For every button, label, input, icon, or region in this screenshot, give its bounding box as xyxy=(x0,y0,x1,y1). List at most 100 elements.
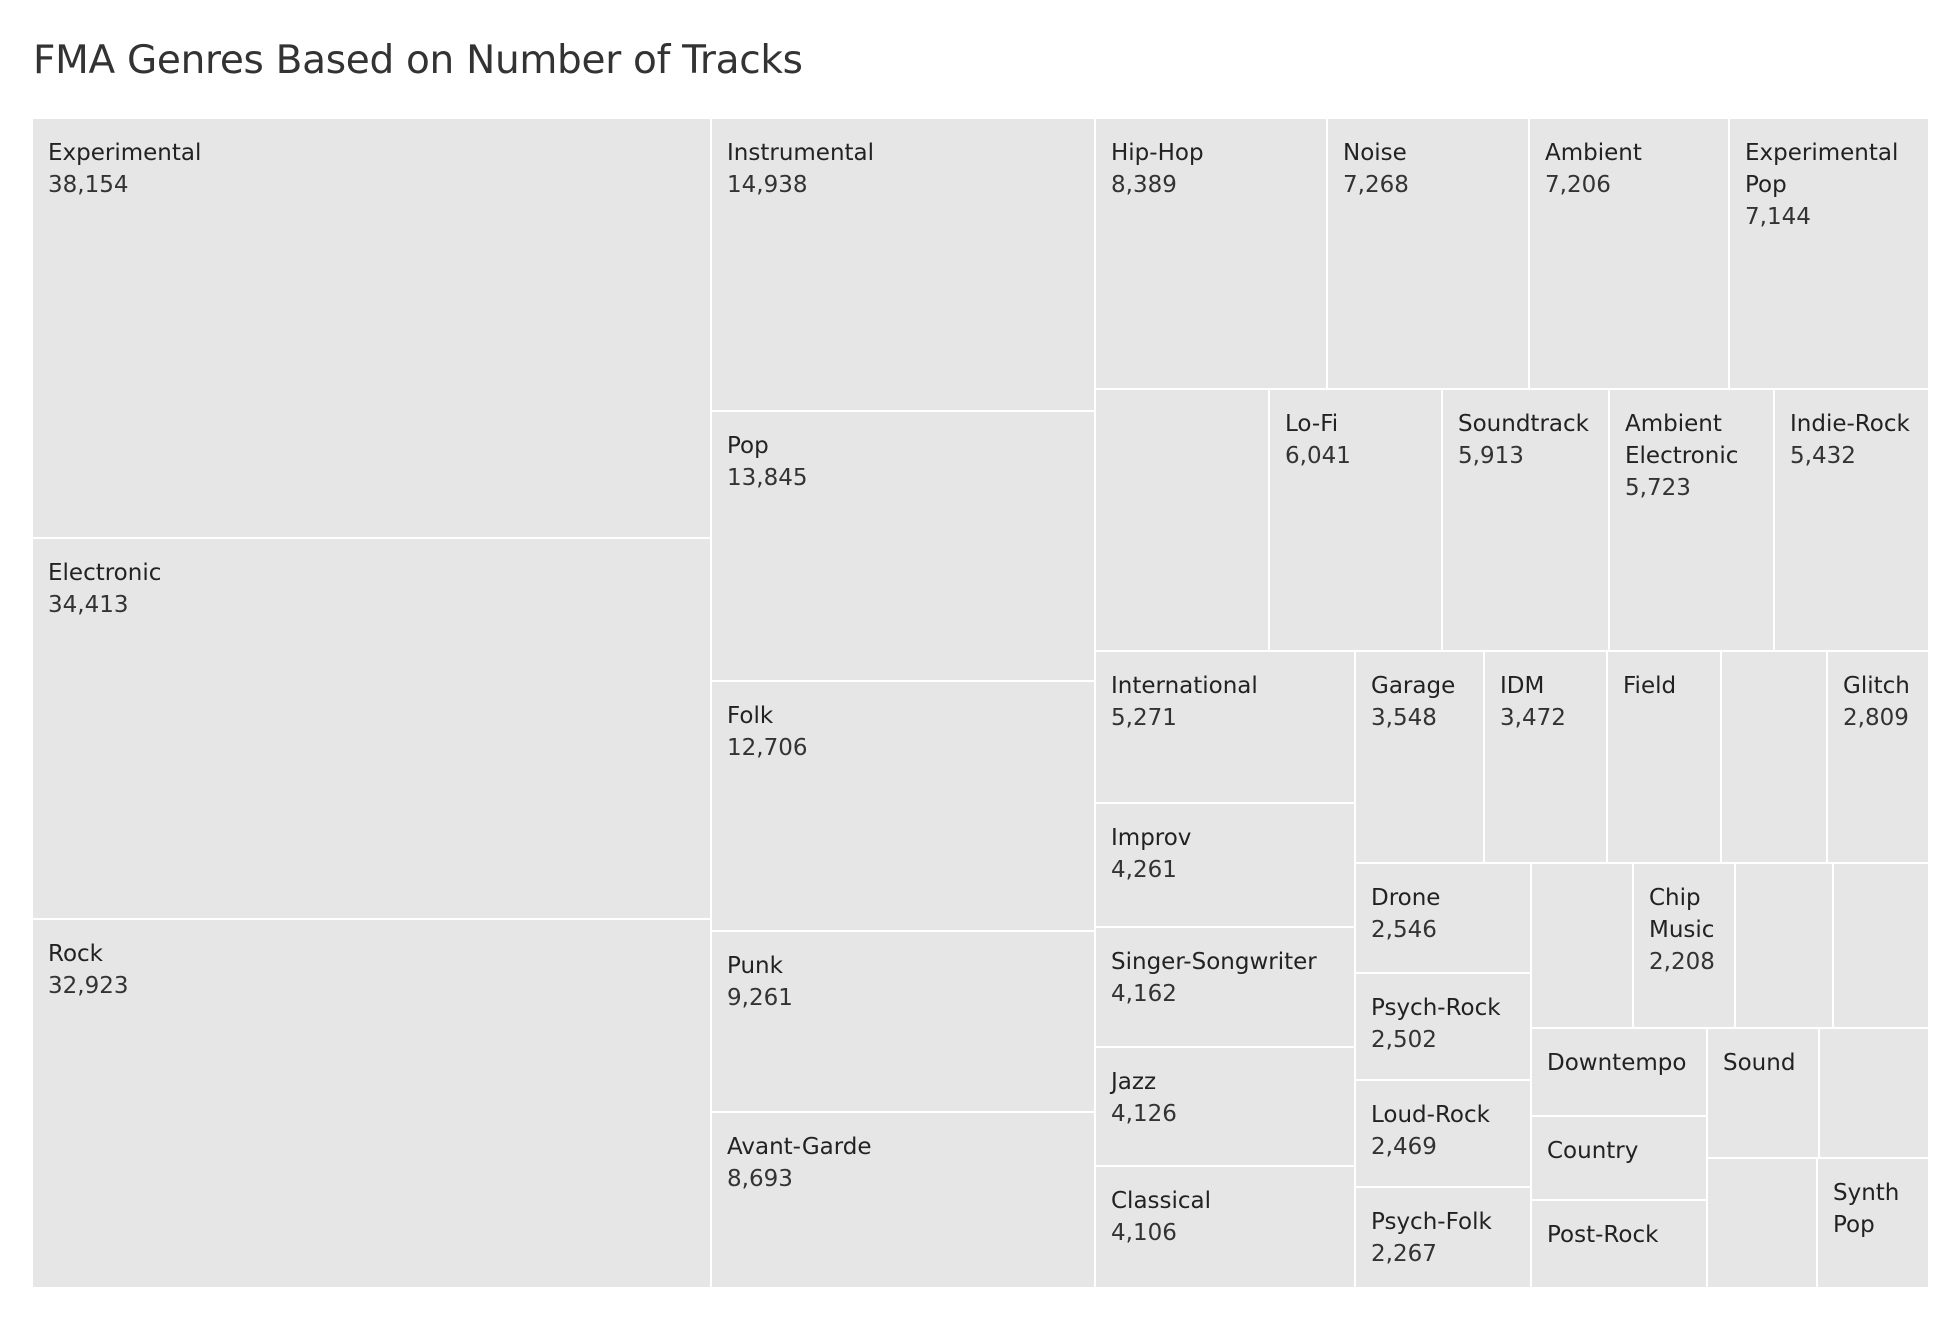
genre-name: Instrumental xyxy=(727,140,875,166)
treemap-cell-unlabeled[interactable] xyxy=(1096,390,1270,652)
treemap-cell-sound[interactable]: Sound xyxy=(1708,1029,1820,1159)
genre-name: Lo-Fi xyxy=(1285,411,1339,437)
treemap-cell-electronic[interactable]: Electronic 34,413 xyxy=(33,539,712,920)
treemap-cell-idm[interactable]: IDM 3,472 xyxy=(1485,652,1608,864)
cell-label: Downtempo xyxy=(1547,1047,1700,1079)
track-count: 7,206 xyxy=(1545,172,1611,198)
cell-label: Chip Music 2,208 xyxy=(1649,882,1728,978)
genre-name: Garage xyxy=(1371,673,1456,699)
treemap-cell-experimental-pop[interactable]: Experimental Pop 7,144 xyxy=(1730,119,1930,390)
treemap-cell-chip-music[interactable]: Chip Music 2,208 xyxy=(1634,864,1736,1029)
treemap-cell-rock[interactable]: Rock 32,923 xyxy=(33,920,712,1289)
treemap-cell-hip-hop[interactable]: Hip-Hop 8,389 xyxy=(1096,119,1328,390)
track-count: 2,469 xyxy=(1371,1134,1437,1160)
cell-label: Improv 4,261 xyxy=(1111,822,1348,886)
track-count: 2,546 xyxy=(1371,917,1437,943)
treemap-cell-unlabeled[interactable] xyxy=(1532,864,1634,1029)
track-count: 3,472 xyxy=(1500,705,1566,731)
cell-label: Classical 4,106 xyxy=(1111,1185,1348,1249)
track-count: 4,106 xyxy=(1111,1220,1177,1246)
treemap-cell-folk[interactable]: Folk 12,706 xyxy=(712,682,1096,932)
genre-name: Ambient Electronic xyxy=(1625,411,1739,469)
track-count: 2,267 xyxy=(1371,1241,1437,1267)
treemap-cell-unlabeled[interactable] xyxy=(1834,864,1930,1029)
genre-name: Indie-Rock xyxy=(1790,411,1910,437)
track-count: 14,938 xyxy=(727,172,808,198)
track-count: 2,208 xyxy=(1649,949,1715,975)
cell-label: Experimental Pop 7,144 xyxy=(1745,137,1922,233)
cell-label: Instrumental 14,938 xyxy=(727,137,1088,201)
cell-label: Psych-Rock 2,502 xyxy=(1371,992,1524,1056)
track-count: 5,432 xyxy=(1790,443,1856,469)
cell-label: Folk 12,706 xyxy=(727,700,1088,764)
treemap-cell-experimental[interactable]: Experimental 38,154 xyxy=(33,119,712,539)
cell-label: IDM 3,472 xyxy=(1500,670,1600,734)
genre-name: Classical xyxy=(1111,1188,1212,1214)
treemap-cell-ambient[interactable]: Ambient 7,206 xyxy=(1530,119,1730,390)
genre-name: Chip Music xyxy=(1649,885,1715,943)
genre-name: Downtempo xyxy=(1547,1050,1687,1076)
cell-label: Avant-Garde 8,693 xyxy=(727,1131,1088,1195)
genre-name: Punk xyxy=(727,953,783,979)
genre-name: Rock xyxy=(48,941,103,967)
genre-name: Field xyxy=(1623,673,1677,699)
genre-name: IDM xyxy=(1500,673,1545,699)
treemap-cell-singer-songwriter[interactable]: Singer-Songwriter 4,162 xyxy=(1096,928,1356,1048)
genre-name: Glitch xyxy=(1843,673,1910,699)
track-count: 6,041 xyxy=(1285,443,1351,469)
cell-label: Pop 13,845 xyxy=(727,430,1088,494)
treemap: Experimental 38,154 Electronic 34,413 Rock 32… xyxy=(33,119,1930,1289)
track-count: 38,154 xyxy=(48,172,129,198)
track-count: 9,261 xyxy=(727,985,793,1011)
genre-name: Psych-Rock xyxy=(1371,995,1501,1021)
treemap-cell-pop[interactable]: Pop 13,845 xyxy=(712,412,1096,682)
treemap-cell-instrumental[interactable]: Instrumental 14,938 xyxy=(712,119,1096,412)
treemap-cell-psych-rock[interactable]: Psych-Rock 2,502 xyxy=(1356,974,1532,1081)
track-count: 3,548 xyxy=(1371,705,1437,731)
genre-name: Loud-Rock xyxy=(1371,1102,1490,1128)
treemap-cell-post-rock[interactable]: Post-Rock xyxy=(1532,1201,1708,1289)
track-count: 8,693 xyxy=(727,1166,793,1192)
treemap-cell-synth-pop[interactable]: Synth Pop xyxy=(1818,1159,1930,1289)
treemap-cell-classical[interactable]: Classical 4,106 xyxy=(1096,1167,1356,1289)
genre-name: Country xyxy=(1547,1138,1639,1164)
treemap-cell-lo-fi[interactable]: Lo-Fi 6,041 xyxy=(1270,390,1443,652)
treemap-cell-noise[interactable]: Noise 7,268 xyxy=(1328,119,1530,390)
treemap-cell-avant-garde[interactable]: Avant-Garde 8,693 xyxy=(712,1113,1096,1289)
genre-name: Experimental Pop xyxy=(1745,140,1899,198)
treemap-cell-unlabeled[interactable] xyxy=(1708,1159,1818,1289)
treemap-cell-indie-rock[interactable]: Indie-Rock 5,432 xyxy=(1775,390,1930,652)
treemap-cell-unlabeled[interactable] xyxy=(1736,864,1834,1029)
cell-label: Glitch 2,809 xyxy=(1843,670,1922,734)
treemap-cell-country[interactable]: Country xyxy=(1532,1117,1708,1201)
genre-name: Avant-Garde xyxy=(727,1134,872,1160)
cell-label: Garage 3,548 xyxy=(1371,670,1477,734)
treemap-cell-downtempo[interactable]: Downtempo xyxy=(1532,1029,1708,1117)
track-count: 2,809 xyxy=(1843,705,1909,731)
treemap-cell-soundtrack[interactable]: Soundtrack 5,913 xyxy=(1443,390,1610,652)
treemap-cell-psych-folk[interactable]: Psych-Folk 2,267 xyxy=(1356,1188,1532,1289)
genre-name: Experimental xyxy=(48,140,202,166)
genre-name: Sound xyxy=(1723,1050,1796,1076)
treemap-cell-glitch[interactable]: Glitch 2,809 xyxy=(1828,652,1930,864)
treemap-cell-drone[interactable]: Drone 2,546 xyxy=(1356,864,1532,974)
treemap-cell-field[interactable]: Field xyxy=(1608,652,1722,864)
cell-label: Lo-Fi 6,041 xyxy=(1285,408,1435,472)
track-count: 4,162 xyxy=(1111,981,1177,1007)
treemap-cell-ambient-electronic[interactable]: Ambient Electronic 5,723 xyxy=(1610,390,1775,652)
treemap-cell-improv[interactable]: Improv 4,261 xyxy=(1096,804,1356,928)
genre-name: Pop xyxy=(727,433,769,459)
treemap-cell-international[interactable]: International 5,271 xyxy=(1096,652,1356,804)
treemap-cell-jazz[interactable]: Jazz 4,126 xyxy=(1096,1048,1356,1167)
cell-label: Ambient Electronic 5,723 xyxy=(1625,408,1767,504)
treemap-cell-loud-rock[interactable]: Loud-Rock 2,469 xyxy=(1356,1081,1532,1188)
treemap-cell-unlabeled[interactable] xyxy=(1722,652,1828,864)
genre-name: Post-Rock xyxy=(1547,1222,1659,1248)
genre-name: Hip-Hop xyxy=(1111,140,1204,166)
treemap-cell-punk[interactable]: Punk 9,261 xyxy=(712,932,1096,1113)
treemap-cell-unlabeled[interactable] xyxy=(1820,1029,1930,1159)
treemap-cell-garage[interactable]: Garage 3,548 xyxy=(1356,652,1485,864)
cell-label: Punk 9,261 xyxy=(727,950,1088,1014)
track-count: 5,271 xyxy=(1111,705,1177,731)
genre-name: Singer-Songwriter xyxy=(1111,949,1317,975)
